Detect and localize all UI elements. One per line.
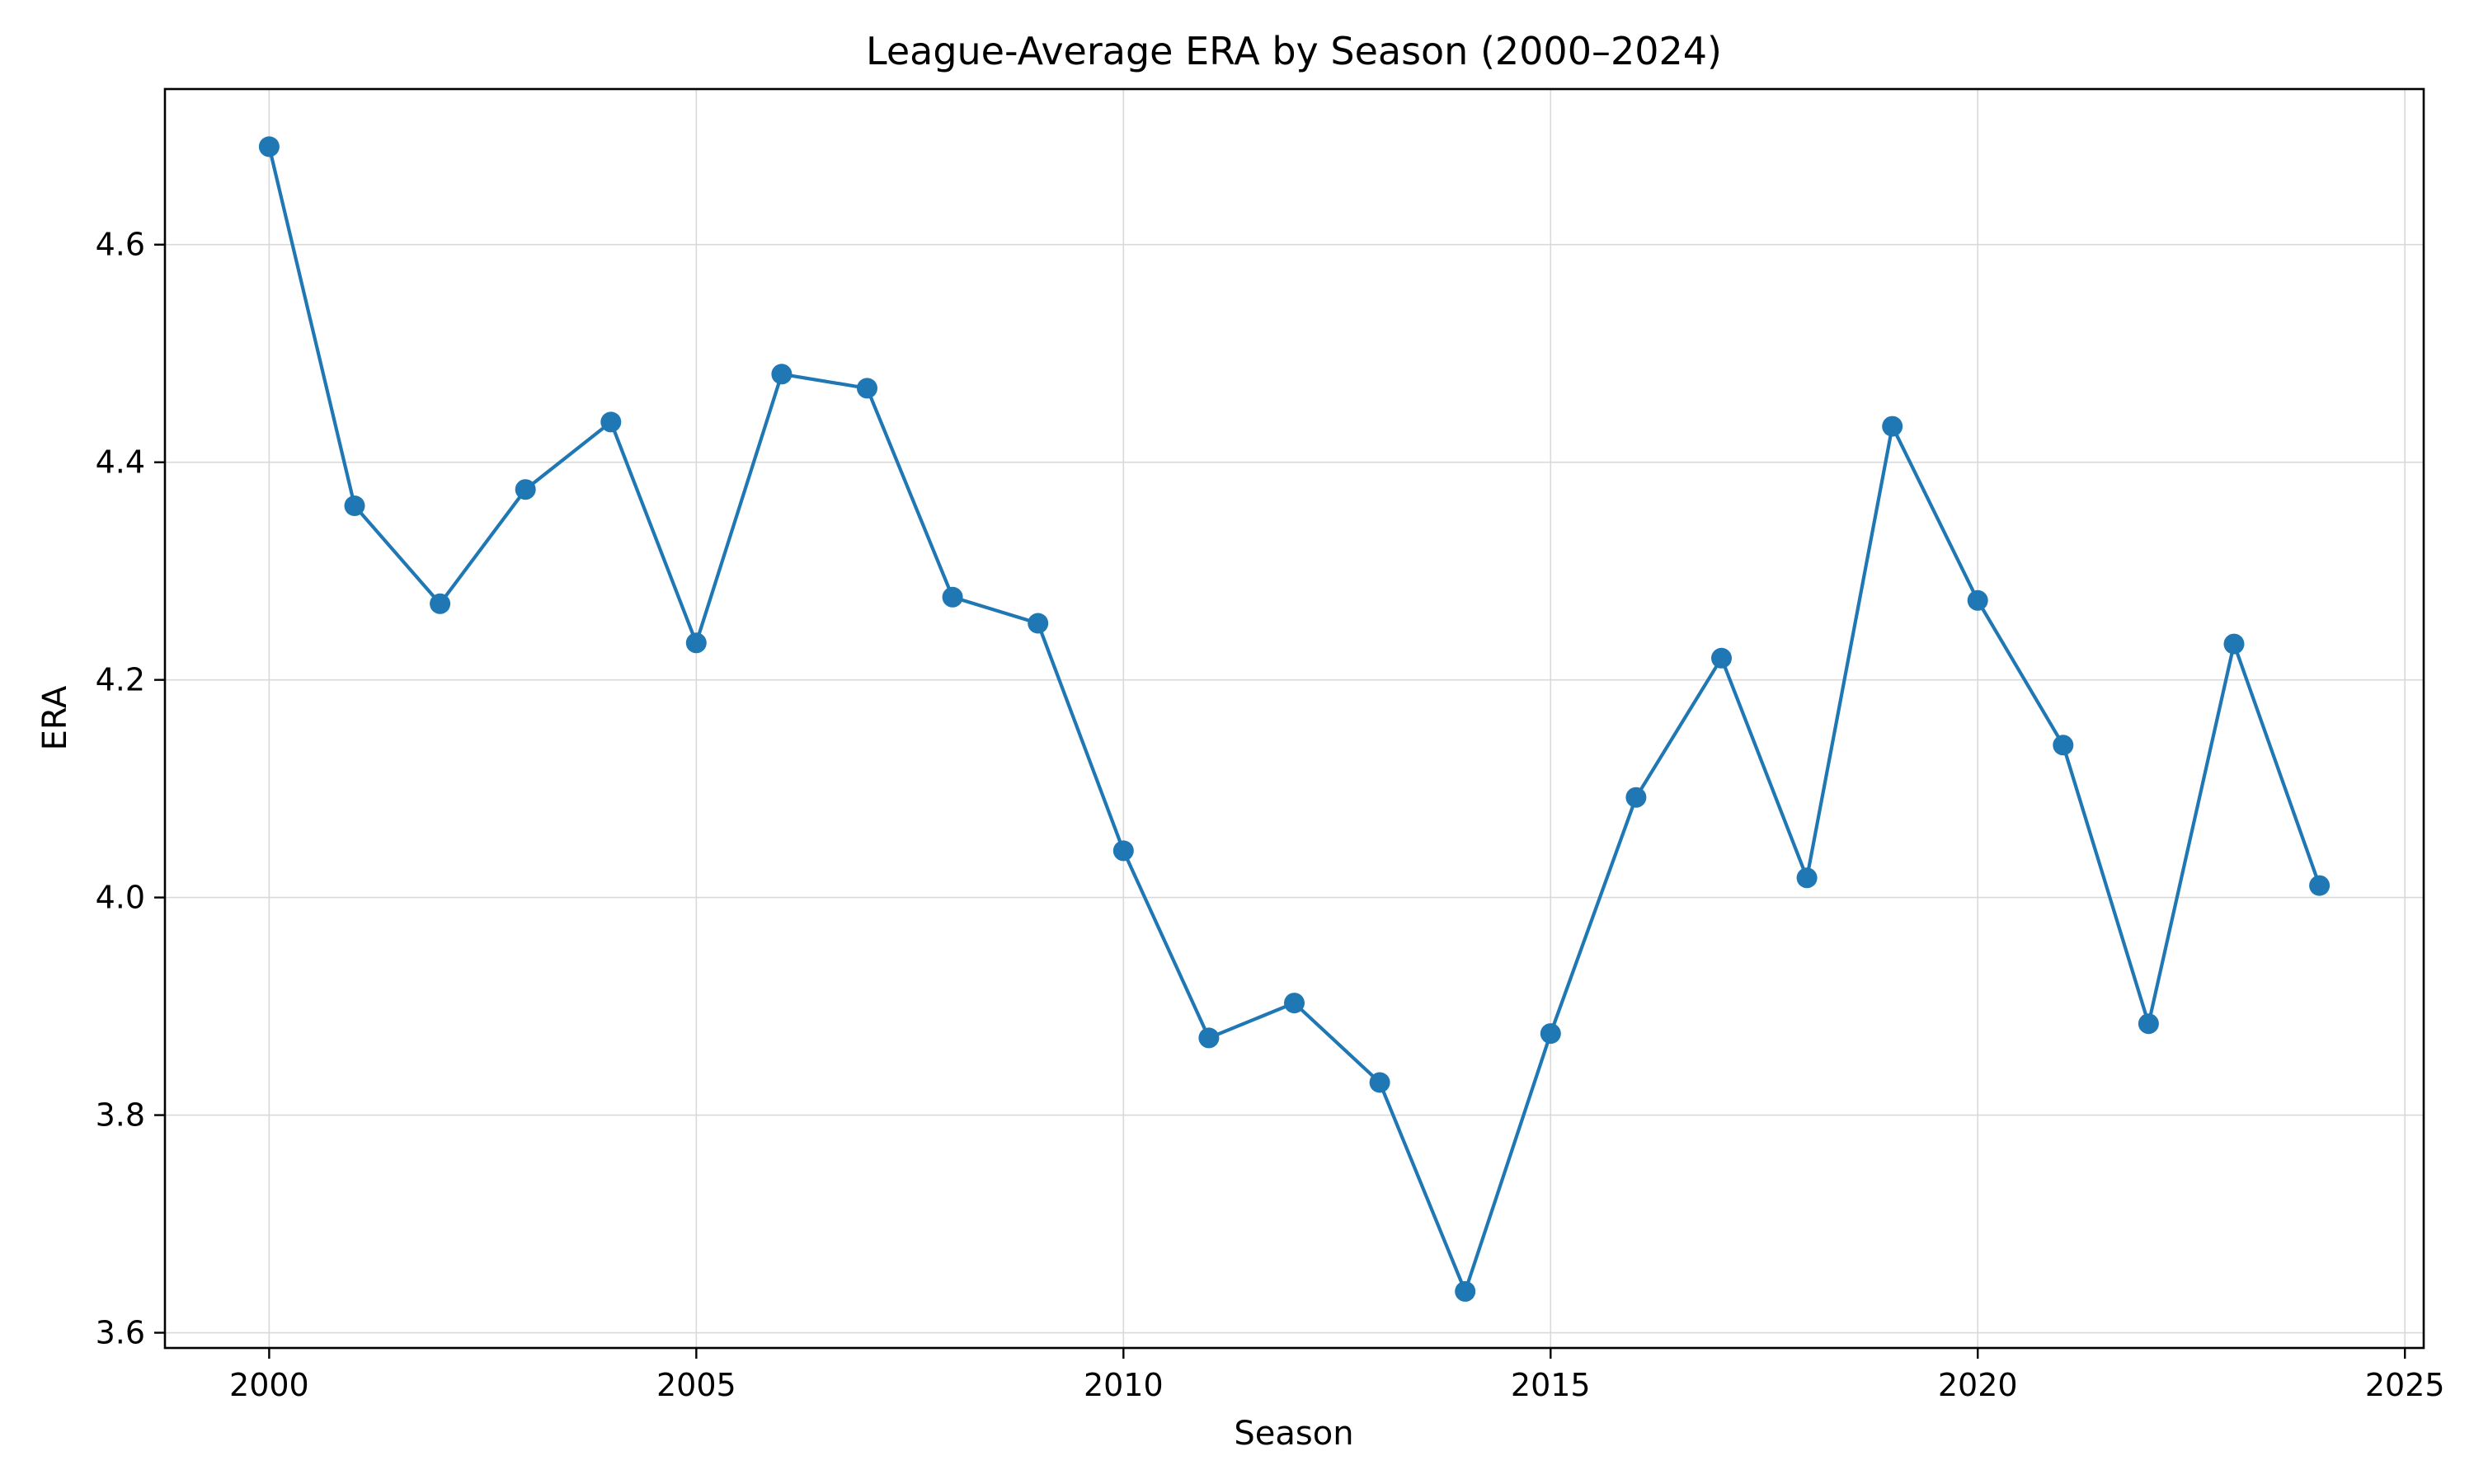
y-tick-label: 4.4: [96, 444, 145, 481]
plot-area-frame: [163, 87, 2425, 1350]
y-tick-label: 4.0: [96, 880, 145, 916]
data-point: [1882, 416, 1903, 437]
data-point: [2309, 875, 2331, 896]
data-point: [1198, 1027, 1220, 1049]
data-point: [771, 364, 793, 385]
x-axis-label: Season: [1234, 1415, 1353, 1453]
x-tick-label: 2000: [229, 1367, 309, 1403]
grid: [165, 89, 2424, 1348]
data-point: [600, 411, 622, 433]
data-point-layer: [258, 136, 2331, 1302]
chart-title: League-Average ERA by Season (2000–2024): [866, 29, 1722, 73]
data-point: [1711, 647, 1732, 669]
data-point: [1967, 589, 1988, 611]
data-point: [258, 136, 280, 157]
data-point: [1284, 993, 1305, 1014]
x-tick-label: 2010: [1084, 1367, 1164, 1403]
x-tick-label: 2015: [1511, 1367, 1591, 1403]
y-tick-label: 4.2: [96, 662, 145, 698]
x-tick-label: 2005: [656, 1367, 736, 1403]
data-point: [1540, 1023, 1561, 1045]
data-point: [857, 378, 877, 399]
y-tick-label: 3.6: [96, 1315, 145, 1351]
y-tick-label: 4.6: [96, 227, 145, 263]
y-tick-label: 3.8: [96, 1097, 145, 1134]
x-axis-ticks: 2000 2005 2010 2015 2020 2025: [229, 1348, 2445, 1403]
data-point: [1796, 867, 1818, 889]
x-tick-label: 2020: [1938, 1367, 2018, 1403]
y-axis-ticks: 3.6 3.8 4.0 4.2 4.4 4.6: [96, 227, 165, 1351]
data-point: [2223, 633, 2245, 655]
data-point: [1625, 787, 1647, 808]
data-point: [2053, 735, 2074, 756]
data-point: [1112, 840, 1134, 862]
data-point: [942, 586, 963, 608]
data-point: [685, 632, 707, 654]
y-axis-label: ERA: [36, 685, 74, 750]
data-point: [515, 479, 536, 500]
data-point: [344, 495, 365, 516]
data-point: [1455, 1280, 1476, 1302]
x-tick-label: 2025: [2365, 1367, 2445, 1403]
data-point: [430, 593, 451, 614]
data-point: [1028, 613, 1049, 634]
data-point: [1369, 1072, 1390, 1093]
data-point: [2138, 1013, 2159, 1035]
